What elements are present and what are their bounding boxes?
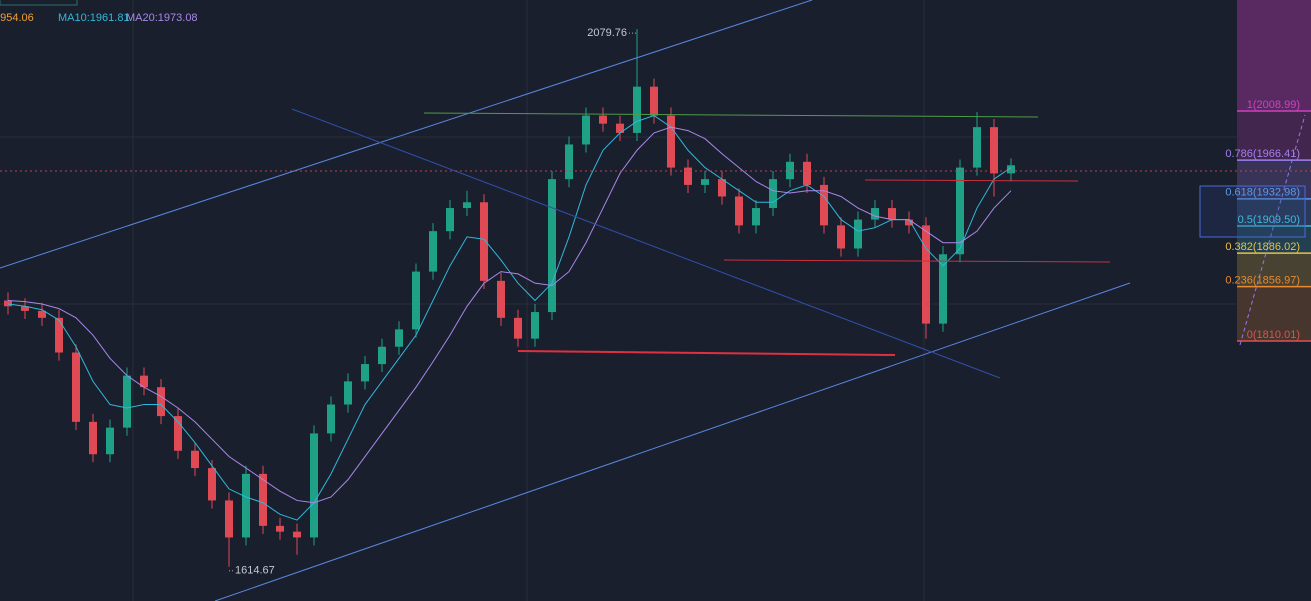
- fib-band: [1237, 0, 1311, 111]
- candle-body: [684, 167, 692, 185]
- candle-body: [735, 196, 743, 226]
- legend-entry: 1954.06: [0, 12, 34, 24]
- channel-lower: [214, 282, 1131, 601]
- candle-body: [55, 317, 63, 353]
- candle-body: [21, 306, 29, 311]
- ma-line: [7, 115, 1012, 521]
- candle-body: [803, 161, 811, 185]
- candle-body: [276, 525, 284, 532]
- fib-zone: [1237, 0, 1311, 342]
- candle-body: [463, 202, 471, 209]
- candle-body: [38, 310, 46, 318]
- support-line: [723, 259, 1111, 263]
- candle-body: [599, 115, 607, 124]
- candle-body: [106, 427, 114, 455]
- candle-body: [412, 271, 420, 330]
- candle-body: [548, 179, 556, 313]
- fib-label: 0.618(1932.98): [1225, 187, 1300, 199]
- candle-body: [344, 381, 352, 405]
- candle-body: [208, 468, 216, 501]
- selection-box: [1199, 185, 1306, 238]
- candle-body: [72, 352, 80, 422]
- legend-entry: MA20:1973.08: [126, 12, 198, 24]
- candle-body: [565, 144, 573, 180]
- candle-body: [905, 219, 913, 226]
- candle-body: [225, 500, 233, 538]
- candle-body: [174, 416, 182, 451]
- candle-body: [123, 375, 131, 428]
- fib-trend: [1239, 114, 1306, 346]
- trend-line: [291, 108, 1001, 379]
- candle-body: [259, 473, 267, 526]
- channel-upper: [0, 0, 813, 269]
- fib-label: 0.5(1909.50): [1238, 214, 1300, 226]
- candle-body: [1007, 165, 1015, 174]
- candle-body: [990, 127, 998, 174]
- candle-body: [293, 531, 301, 538]
- annotation: 2079.76: [587, 27, 627, 39]
- annotation: 1614.67: [235, 565, 275, 577]
- moving-averages: [7, 115, 1012, 521]
- candle-body: [752, 208, 760, 226]
- candle-body: [718, 179, 726, 197]
- support-line: [517, 350, 896, 356]
- candle-body: [650, 86, 658, 116]
- candle-body: [395, 329, 403, 347]
- candle-body: [378, 346, 386, 365]
- candle-body: [633, 86, 641, 133]
- toolbar-box: [0, 0, 78, 6]
- candle-body: [140, 375, 148, 388]
- candle-body: [667, 115, 675, 168]
- legend-entry: MA10:1961.81: [58, 12, 130, 24]
- candle-body: [616, 123, 624, 133]
- fib-label: 0.786(1966.41): [1225, 148, 1300, 160]
- candle-body: [514, 317, 522, 339]
- candle-body: [497, 280, 505, 318]
- candle-body: [786, 161, 794, 180]
- candle-body: [157, 387, 165, 417]
- candle-body: [446, 208, 454, 232]
- candle-body: [922, 225, 930, 324]
- candle-body: [871, 208, 879, 220]
- candle-body: [973, 127, 981, 168]
- fib-band: [1237, 253, 1311, 287]
- candle-body: [361, 364, 369, 382]
- fib-label: 0.382(1886.02): [1225, 241, 1300, 253]
- candle-body: [310, 433, 318, 538]
- candle-body: [89, 421, 97, 455]
- fib-label: 1(2008.99): [1247, 99, 1300, 111]
- fib-band: [1237, 286, 1311, 341]
- fib-band: [1237, 160, 1311, 199]
- candle-body: [888, 208, 896, 220]
- resistance-line: [423, 112, 1039, 118]
- candle-body: [820, 184, 828, 226]
- candle-body: [582, 115, 590, 145]
- candle-body: [701, 179, 709, 185]
- candle-body: [480, 202, 488, 281]
- fib-label: 0(1810.01): [1247, 329, 1300, 341]
- fib-band: [1237, 225, 1311, 254]
- candle-body: [191, 450, 199, 469]
- fib-band: [1237, 198, 1311, 226]
- candle-body: [769, 179, 777, 209]
- candle-body: [956, 167, 964, 255]
- candle-body: [429, 231, 437, 272]
- fib-label: 0.236(1856.97): [1225, 275, 1300, 287]
- ma-line: [7, 126, 1012, 504]
- candle-body: [327, 404, 335, 434]
- candles: [4, 29, 1015, 567]
- candle-body: [242, 473, 250, 538]
- candle-body: [837, 225, 845, 249]
- candle-body: [531, 312, 539, 339]
- candle-body: [4, 300, 12, 307]
- candle-body: [939, 254, 947, 324]
- resistance-line: [864, 179, 1079, 182]
- candle-body: [854, 219, 862, 249]
